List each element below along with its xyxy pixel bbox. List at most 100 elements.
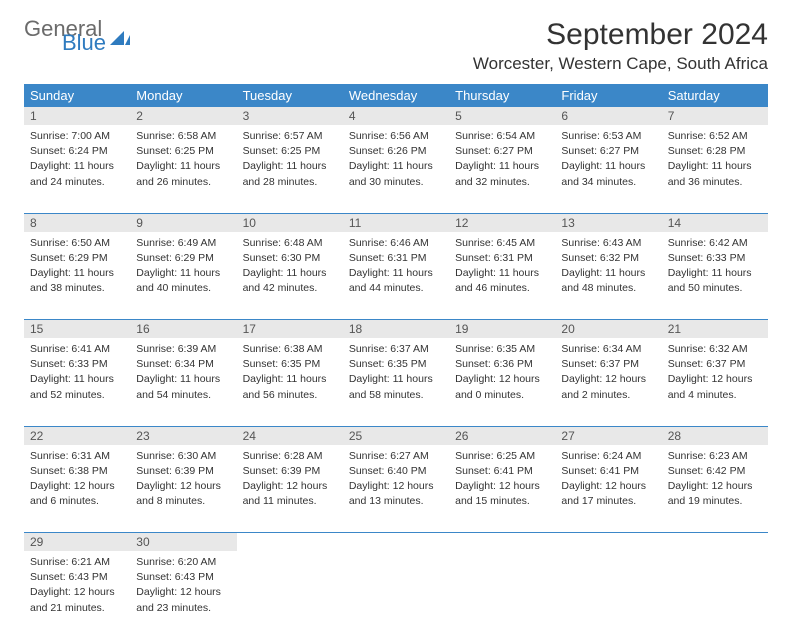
day-number xyxy=(343,533,449,552)
day-cell xyxy=(343,551,449,639)
day-details: Sunrise: 6:45 AMSunset: 6:31 PMDaylight:… xyxy=(449,232,555,305)
day-cell: Sunrise: 6:56 AMSunset: 6:26 PMDaylight:… xyxy=(343,125,449,213)
day-cell: Sunrise: 6:50 AMSunset: 6:29 PMDaylight:… xyxy=(24,232,130,320)
day-details: Sunrise: 6:50 AMSunset: 6:29 PMDaylight:… xyxy=(24,232,130,305)
day-cell: Sunrise: 6:25 AMSunset: 6:41 PMDaylight:… xyxy=(449,445,555,533)
day-number-row: 22232425262728 xyxy=(24,426,768,445)
weekday-header: Wednesday xyxy=(343,84,449,107)
day-cell: Sunrise: 6:43 AMSunset: 6:32 PMDaylight:… xyxy=(555,232,661,320)
day-cell: Sunrise: 6:37 AMSunset: 6:35 PMDaylight:… xyxy=(343,338,449,426)
day-cell xyxy=(662,551,768,639)
day-details: Sunrise: 6:57 AMSunset: 6:25 PMDaylight:… xyxy=(237,125,343,198)
day-cell: Sunrise: 6:42 AMSunset: 6:33 PMDaylight:… xyxy=(662,232,768,320)
day-number-row: 1234567 xyxy=(24,107,768,125)
day-details: Sunrise: 6:58 AMSunset: 6:25 PMDaylight:… xyxy=(130,125,236,198)
day-number: 14 xyxy=(662,213,768,232)
day-number: 29 xyxy=(24,533,130,552)
day-details: Sunrise: 6:34 AMSunset: 6:37 PMDaylight:… xyxy=(555,338,661,411)
day-number: 27 xyxy=(555,426,661,445)
day-details: Sunrise: 6:52 AMSunset: 6:28 PMDaylight:… xyxy=(662,125,768,198)
day-number: 21 xyxy=(662,320,768,339)
weekday-header-row: SundayMondayTuesdayWednesdayThursdayFrid… xyxy=(24,84,768,107)
day-cell: Sunrise: 6:45 AMSunset: 6:31 PMDaylight:… xyxy=(449,232,555,320)
day-cell: Sunrise: 6:28 AMSunset: 6:39 PMDaylight:… xyxy=(237,445,343,533)
month-title: September 2024 xyxy=(473,18,768,52)
day-cell: Sunrise: 6:21 AMSunset: 6:43 PMDaylight:… xyxy=(24,551,130,639)
day-cell: Sunrise: 7:00 AMSunset: 6:24 PMDaylight:… xyxy=(24,125,130,213)
day-number xyxy=(449,533,555,552)
day-details: Sunrise: 6:31 AMSunset: 6:38 PMDaylight:… xyxy=(24,445,130,518)
day-details: Sunrise: 6:48 AMSunset: 6:30 PMDaylight:… xyxy=(237,232,343,305)
day-cell xyxy=(237,551,343,639)
day-number: 17 xyxy=(237,320,343,339)
weekday-header: Saturday xyxy=(662,84,768,107)
day-details: Sunrise: 6:49 AMSunset: 6:29 PMDaylight:… xyxy=(130,232,236,305)
day-number: 4 xyxy=(343,107,449,125)
day-number: 9 xyxy=(130,213,236,232)
day-details: Sunrise: 6:27 AMSunset: 6:40 PMDaylight:… xyxy=(343,445,449,518)
day-cell: Sunrise: 6:38 AMSunset: 6:35 PMDaylight:… xyxy=(237,338,343,426)
day-details: Sunrise: 6:21 AMSunset: 6:43 PMDaylight:… xyxy=(24,551,130,624)
day-number xyxy=(662,533,768,552)
day-number: 15 xyxy=(24,320,130,339)
calendar-table: SundayMondayTuesdayWednesdayThursdayFrid… xyxy=(24,84,768,639)
day-cell: Sunrise: 6:27 AMSunset: 6:40 PMDaylight:… xyxy=(343,445,449,533)
day-number: 2 xyxy=(130,107,236,125)
day-details: Sunrise: 6:24 AMSunset: 6:41 PMDaylight:… xyxy=(555,445,661,518)
day-cell: Sunrise: 6:41 AMSunset: 6:33 PMDaylight:… xyxy=(24,338,130,426)
day-cell: Sunrise: 6:20 AMSunset: 6:43 PMDaylight:… xyxy=(130,551,236,639)
day-details: Sunrise: 6:28 AMSunset: 6:39 PMDaylight:… xyxy=(237,445,343,518)
day-cell: Sunrise: 6:34 AMSunset: 6:37 PMDaylight:… xyxy=(555,338,661,426)
day-details: Sunrise: 6:38 AMSunset: 6:35 PMDaylight:… xyxy=(237,338,343,411)
day-cell: Sunrise: 6:46 AMSunset: 6:31 PMDaylight:… xyxy=(343,232,449,320)
day-details: Sunrise: 6:20 AMSunset: 6:43 PMDaylight:… xyxy=(130,551,236,624)
day-details: Sunrise: 6:43 AMSunset: 6:32 PMDaylight:… xyxy=(555,232,661,305)
day-number: 25 xyxy=(343,426,449,445)
day-number: 18 xyxy=(343,320,449,339)
day-number: 3 xyxy=(237,107,343,125)
day-number: 10 xyxy=(237,213,343,232)
day-cell: Sunrise: 6:54 AMSunset: 6:27 PMDaylight:… xyxy=(449,125,555,213)
day-cell: Sunrise: 6:48 AMSunset: 6:30 PMDaylight:… xyxy=(237,232,343,320)
day-number: 26 xyxy=(449,426,555,445)
day-details: Sunrise: 6:37 AMSunset: 6:35 PMDaylight:… xyxy=(343,338,449,411)
weekday-header: Monday xyxy=(130,84,236,107)
day-cell: Sunrise: 6:24 AMSunset: 6:41 PMDaylight:… xyxy=(555,445,661,533)
day-number: 5 xyxy=(449,107,555,125)
day-number: 24 xyxy=(237,426,343,445)
day-cell: Sunrise: 6:52 AMSunset: 6:28 PMDaylight:… xyxy=(662,125,768,213)
weekday-header: Thursday xyxy=(449,84,555,107)
day-number: 19 xyxy=(449,320,555,339)
day-cell: Sunrise: 6:32 AMSunset: 6:37 PMDaylight:… xyxy=(662,338,768,426)
day-number xyxy=(237,533,343,552)
day-cell: Sunrise: 6:23 AMSunset: 6:42 PMDaylight:… xyxy=(662,445,768,533)
day-details: Sunrise: 6:54 AMSunset: 6:27 PMDaylight:… xyxy=(449,125,555,198)
day-number: 11 xyxy=(343,213,449,232)
day-cell: Sunrise: 6:57 AMSunset: 6:25 PMDaylight:… xyxy=(237,125,343,213)
day-details: Sunrise: 6:23 AMSunset: 6:42 PMDaylight:… xyxy=(662,445,768,518)
day-cell: Sunrise: 6:39 AMSunset: 6:34 PMDaylight:… xyxy=(130,338,236,426)
day-number: 13 xyxy=(555,213,661,232)
day-number: 23 xyxy=(130,426,236,445)
day-details: Sunrise: 6:35 AMSunset: 6:36 PMDaylight:… xyxy=(449,338,555,411)
day-number: 8 xyxy=(24,213,130,232)
day-content-row: Sunrise: 6:41 AMSunset: 6:33 PMDaylight:… xyxy=(24,338,768,426)
day-number: 22 xyxy=(24,426,130,445)
day-cell: Sunrise: 6:30 AMSunset: 6:39 PMDaylight:… xyxy=(130,445,236,533)
day-content-row: Sunrise: 6:31 AMSunset: 6:38 PMDaylight:… xyxy=(24,445,768,533)
day-number: 6 xyxy=(555,107,661,125)
day-number: 7 xyxy=(662,107,768,125)
day-details: Sunrise: 6:30 AMSunset: 6:39 PMDaylight:… xyxy=(130,445,236,518)
location: Worcester, Western Cape, South Africa xyxy=(473,54,768,74)
day-number xyxy=(555,533,661,552)
day-details: Sunrise: 6:41 AMSunset: 6:33 PMDaylight:… xyxy=(24,338,130,411)
day-cell: Sunrise: 6:35 AMSunset: 6:36 PMDaylight:… xyxy=(449,338,555,426)
day-cell: Sunrise: 6:49 AMSunset: 6:29 PMDaylight:… xyxy=(130,232,236,320)
day-content-row: Sunrise: 6:50 AMSunset: 6:29 PMDaylight:… xyxy=(24,232,768,320)
weekday-header: Tuesday xyxy=(237,84,343,107)
day-cell: Sunrise: 6:31 AMSunset: 6:38 PMDaylight:… xyxy=(24,445,130,533)
day-details: Sunrise: 6:42 AMSunset: 6:33 PMDaylight:… xyxy=(662,232,768,305)
day-details: Sunrise: 6:25 AMSunset: 6:41 PMDaylight:… xyxy=(449,445,555,518)
day-details: Sunrise: 6:53 AMSunset: 6:27 PMDaylight:… xyxy=(555,125,661,198)
day-number: 1 xyxy=(24,107,130,125)
